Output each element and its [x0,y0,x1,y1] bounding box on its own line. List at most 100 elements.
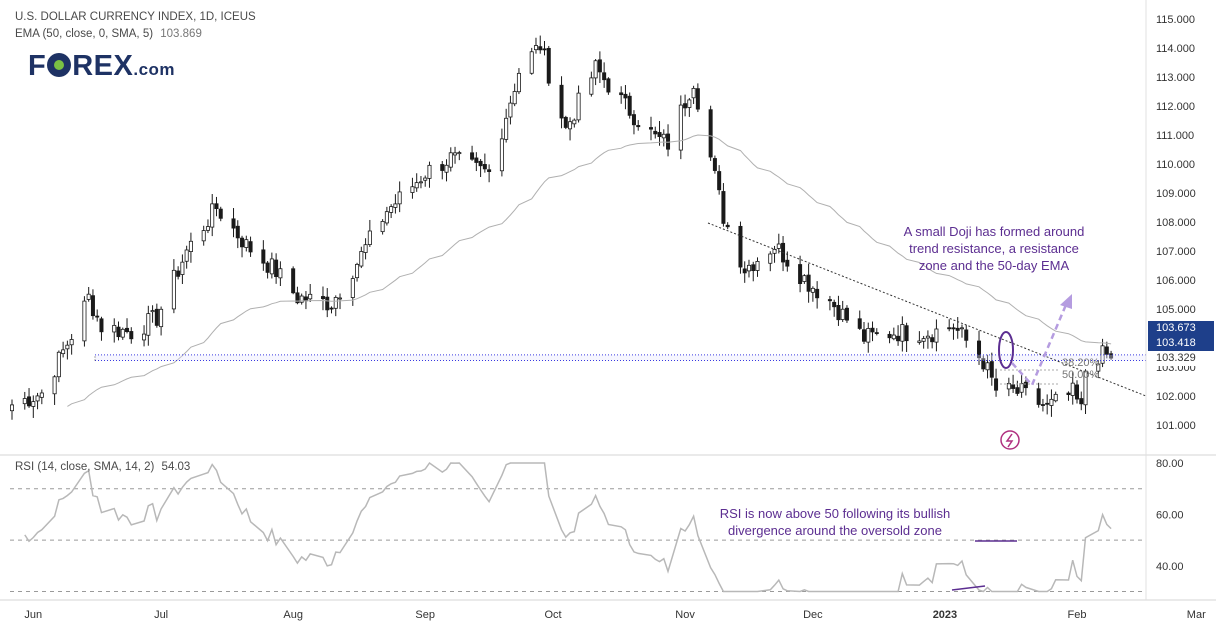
candle-body[interactable] [755,260,760,271]
candle-body[interactable] [666,133,671,150]
price-panel[interactable] [9,35,1147,450]
candle-body[interactable] [653,130,658,135]
candle-body[interactable] [214,203,219,210]
candle-body[interactable] [772,248,777,254]
candle-body[interactable] [1006,382,1011,390]
candle-body[interactable] [487,169,492,172]
candle-body[interactable] [606,78,611,93]
candle-body[interactable] [887,333,892,339]
candle-body[interactable] [248,241,253,253]
candle-body[interactable] [69,339,74,346]
candle-body[interactable] [367,230,372,245]
candle-body[interactable] [308,293,313,300]
candle-body[interactable] [593,60,598,79]
candle-body[interactable] [516,72,521,93]
event-lightning-icon[interactable] [1000,430,1020,450]
candle-body[interactable] [333,297,338,309]
candle-body[interactable] [1079,398,1084,405]
candle-body[interactable] [470,152,475,160]
candle-body[interactable] [504,117,509,140]
candle-body[interactable] [325,296,330,311]
candle-body[interactable] [508,102,513,118]
candle-body[interactable] [798,264,803,285]
candle-body[interactable] [27,396,32,407]
candle-body[interactable] [687,99,692,108]
candle-body[interactable] [303,296,308,302]
candle-body[interactable] [870,327,875,333]
candle-body[interactable] [1066,392,1071,396]
candle-body[interactable] [627,95,632,116]
candle-body[interactable] [934,328,939,343]
candle-body[interactable] [1019,383,1024,393]
candle-body[interactable] [989,361,994,378]
candle-body[interactable] [717,171,722,191]
candle-body[interactable] [874,332,879,334]
candle-body[interactable] [240,237,245,248]
candle-body[interactable] [320,296,325,300]
candle-body[interactable] [125,327,130,333]
candle-body[interactable] [184,249,189,262]
candle-body[interactable] [623,93,628,99]
candle-body[interactable] [827,299,832,302]
candle-body[interactable] [244,239,249,248]
candle-body[interactable] [1036,388,1041,405]
candle-body[interactable] [768,253,773,264]
candle-body[interactable] [959,327,964,330]
candle-body[interactable] [542,48,547,51]
candle-body[interactable] [410,186,415,193]
candle-body[interactable] [453,152,458,156]
candle-body[interactable] [218,208,223,219]
candle-body[interactable] [440,164,445,171]
candle-body[interactable] [9,404,14,412]
candle-body[interactable] [39,392,44,398]
candle-body[interactable] [499,138,504,172]
candle-body[interactable] [917,340,922,343]
candle-body[interactable] [116,326,121,338]
candle-body[interactable] [1104,346,1109,355]
candle-body[interactable] [925,335,930,339]
candle-body[interactable] [159,308,164,328]
candle-body[interactable] [538,46,543,51]
candle-body[interactable] [785,259,790,267]
candle-body[interactable] [129,331,134,340]
candle-body[interactable] [278,268,283,279]
candle-body[interactable] [150,310,155,313]
candle-body[interactable] [631,114,636,126]
candle-body[interactable] [295,292,300,304]
candle-body[interactable] [891,334,896,340]
candle-body[interactable] [176,270,181,277]
candle-body[interactable] [862,329,867,342]
candle-body[interactable] [977,340,982,359]
candle-body[interactable] [112,324,117,333]
candle-body[interactable] [806,274,811,292]
candle-body[interactable] [384,211,389,224]
candle-body[interactable] [389,206,394,213]
candle-body[interactable] [512,91,517,105]
candle-body[interactable] [900,324,905,342]
candle-body[interactable] [180,261,185,275]
candle-body[interactable] [840,308,845,320]
candle-body[interactable] [355,263,360,279]
candle-body[interactable] [815,288,820,299]
candle-body[interactable] [1083,370,1088,406]
candle-body[interactable] [31,401,36,407]
candle-body[interactable] [1040,404,1045,406]
candle-body[interactable] [201,230,206,242]
candle-body[interactable] [1049,398,1054,406]
candle-body[interactable] [329,307,334,310]
candle-body[interactable] [82,300,87,342]
candle-body[interactable] [857,318,862,329]
candle-body[interactable] [448,152,453,168]
candle-body[interactable] [844,307,849,321]
candle-body[interactable] [418,181,423,184]
candle-body[interactable] [921,338,926,342]
candle-body[interactable] [1075,384,1080,400]
candle-body[interactable] [1070,382,1075,396]
candle-body[interactable] [964,329,969,341]
candle-body[interactable] [99,318,104,333]
candle-body[interactable] [299,295,304,303]
candle-body[interactable] [95,315,100,318]
candle-body[interactable] [1011,384,1016,389]
candle-body[interactable] [985,362,990,371]
